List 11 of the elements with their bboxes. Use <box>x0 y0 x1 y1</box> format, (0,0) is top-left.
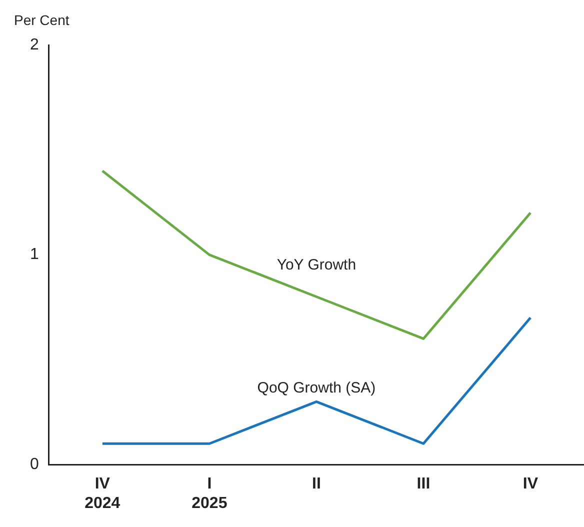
x-tick-label: IV 2024 <box>84 476 120 512</box>
y-tick-label: 0 <box>30 456 39 474</box>
x-tick-label: IV <box>522 476 538 493</box>
series-label: QoQ Growth (SA) <box>257 379 376 396</box>
y-axis-title: Per Cent <box>14 12 70 28</box>
x-tick-label: II <box>312 476 321 493</box>
x-tick-label: III <box>416 476 430 493</box>
x-tick-label: I 2025 <box>192 476 228 512</box>
series-label: YoY Growth <box>276 256 356 274</box>
y-tick-label: 1 <box>30 246 39 264</box>
y-tick-label: 2 <box>30 36 39 54</box>
